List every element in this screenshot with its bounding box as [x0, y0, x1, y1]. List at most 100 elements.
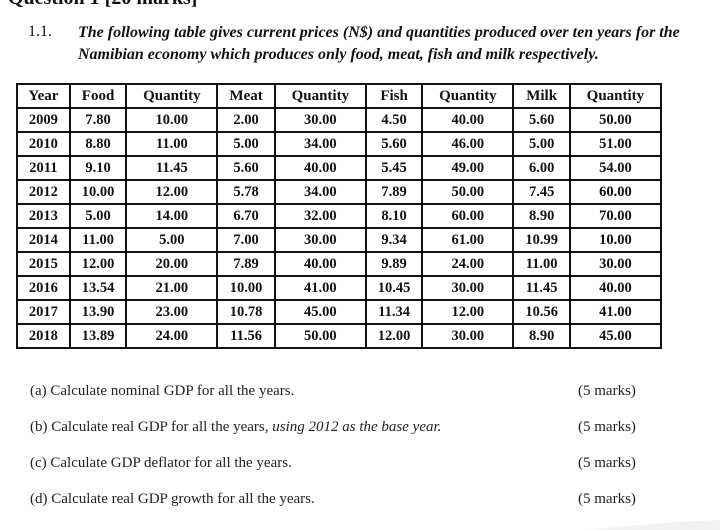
task-text: (c) Calculate GDP deflator for all the y…	[30, 455, 292, 472]
table-cell: 5.78	[216, 179, 276, 205]
table-cell: 10.00	[68, 179, 128, 205]
table-cell: 11.00	[125, 131, 219, 157]
table-row: 2009 7.80 10.00 2.00 30.00 4.50 40.00 5.60 50.00	[16, 107, 663, 133]
table-cell: 6.00	[512, 155, 571, 181]
table-cell: 30.00	[568, 251, 663, 277]
table-cell: 34.00	[273, 179, 367, 205]
table-cell: 5.60	[364, 131, 424, 157]
table-cell: 45.00	[568, 323, 663, 349]
table-cell: 41.00	[273, 275, 367, 301]
table-cell: 11.56	[216, 323, 276, 349]
table-cell: 7.00	[216, 227, 276, 253]
table-cell: 40.00	[273, 251, 367, 277]
table-cell: 12.00	[364, 323, 424, 349]
task-list: (a) Calculate nominal GDP for all the ye…	[30, 383, 690, 527]
table-cell: 40.00	[568, 275, 663, 301]
table-cell: 10.00	[568, 227, 663, 253]
table-cell: 21.00	[125, 275, 219, 301]
table-row: 2011 9.10 11.45 5.60 40.00 5.45 49.00 6.00 54.00	[16, 155, 663, 181]
year-cell: 2009	[16, 107, 71, 133]
task-marks: (5 marks)	[578, 455, 636, 471]
table-cell: 70.00	[568, 203, 663, 229]
table-cell: 30.00	[421, 323, 515, 349]
task-marks: (5 marks)	[578, 419, 636, 435]
table-cell: 50.00	[273, 323, 367, 349]
column-header: Quantity	[568, 83, 663, 109]
table-cell: 14.00	[125, 203, 219, 229]
table-cell: 12.00	[68, 251, 128, 277]
table-cell: 11.00	[68, 227, 128, 253]
table-cell: 12.00	[421, 299, 515, 325]
year-cell: 2018	[16, 323, 71, 349]
year-cell: 2012	[16, 179, 71, 205]
table-cell: 8.90	[512, 203, 571, 229]
column-header: Quantity	[125, 83, 219, 109]
table-cell: 5.60	[216, 155, 276, 181]
table-cell: 10.56	[512, 299, 571, 325]
prices-quantities-table: Year Food Quantity Meat Quantity Fish Quantity…	[16, 83, 663, 349]
table-row: 2014 11.00 5.00 7.00 30.00 9.34 61.00 10.99 10.0…	[16, 227, 663, 253]
table-cell: 60.00	[568, 179, 663, 205]
table-cell: 24.00	[421, 251, 515, 277]
column-header: Quantity	[273, 83, 367, 109]
table-cell: 5.00	[512, 131, 571, 157]
task-item: (d) Calculate real GDP growth for all th…	[30, 491, 690, 527]
table-cell: 5.60	[512, 107, 571, 133]
table-cell: 13.90	[68, 299, 128, 325]
table-cell: 11.34	[364, 299, 424, 325]
task-instruction: (d) Calculate real GDP growth for all th…	[30, 491, 315, 507]
corner-decoration	[590, 520, 720, 530]
task-instruction: (c) Calculate GDP deflator for all the y…	[30, 455, 292, 471]
table-cell: 10.00	[125, 107, 219, 133]
table-row: 2016 13.54 21.00 10.00 41.00 10.45 30.00 11.45 4…	[16, 275, 663, 301]
task-text: (a) Calculate nominal GDP for all the ye…	[30, 383, 294, 400]
table-cell: 13.89	[68, 323, 128, 349]
table-cell: 60.00	[421, 203, 515, 229]
table-cell: 11.45	[512, 275, 571, 301]
year-cell: 2017	[16, 299, 71, 325]
year-cell: 2010	[16, 131, 71, 157]
table-cell: 34.00	[273, 131, 367, 157]
table-body: 2009 7.80 10.00 2.00 30.00 4.50 40.00 5.60 50.00…	[16, 107, 663, 349]
year-cell: 2016	[16, 275, 71, 301]
table-cell: 13.54	[68, 275, 128, 301]
task-text: (b) Calculate real GDP for all the years…	[30, 419, 441, 436]
column-header: Food	[68, 83, 128, 109]
table-cell: 10.45	[364, 275, 424, 301]
table-cell: 51.00	[568, 131, 663, 157]
table-cell: 24.00	[125, 323, 219, 349]
table-cell: 7.80	[68, 107, 128, 133]
section-heading-text: Question 1 [20 marks]	[8, 0, 197, 10]
table-cell: 30.00	[273, 227, 367, 253]
year-cell: 2014	[16, 227, 71, 253]
task-marks: (5 marks)	[578, 491, 636, 507]
task-instruction: (a) Calculate nominal GDP for all the ye…	[30, 383, 295, 399]
table-cell: 5.45	[364, 155, 424, 181]
year-cell: 2013	[16, 203, 71, 229]
table-cell: 8.10	[364, 203, 424, 229]
table-cell: 40.00	[273, 155, 367, 181]
year-cell: 2015	[16, 251, 71, 277]
question-text: The following table gives current prices…	[78, 24, 680, 63]
table-cell: 5.00	[216, 131, 276, 157]
table-cell: 30.00	[421, 275, 515, 301]
table-cell: 9.34	[364, 227, 424, 253]
table-cell: 10.00	[216, 275, 276, 301]
task-instruction: (b) Calculate real GDP for all the years…	[30, 419, 273, 435]
table-cell: 5.00	[125, 227, 219, 253]
table-row: 2017 13.90 23.00 10.78 45.00 11.34 12.00 10.56 4…	[16, 299, 663, 325]
table-cell: 4.50	[364, 107, 424, 133]
task-marks: (5 marks)	[578, 383, 636, 399]
table-row: 2012 10.00 12.00 5.78 34.00 7.89 50.00 7.45 60.0…	[16, 179, 663, 205]
table-cell: 41.00	[568, 299, 663, 325]
table-cell: 2.00	[216, 107, 276, 133]
table-row: 2015 12.00 20.00 7.89 40.00 9.89 24.00 11.00 30.…	[16, 251, 663, 277]
task-item: (b) Calculate real GDP for all the years…	[30, 419, 690, 455]
table-cell: 8.80	[68, 131, 128, 157]
table-cell: 9.10	[68, 155, 128, 181]
table-header-row: Year Food Quantity Meat Quantity Fish Quantity…	[16, 83, 663, 109]
table-cell: 30.00	[273, 107, 367, 133]
table-cell: 12.00	[125, 179, 219, 205]
table-row: 2018 13.89 24.00 11.56 50.00 12.00 30.00 8.90 45…	[16, 323, 663, 349]
table-cell: 32.00	[273, 203, 367, 229]
